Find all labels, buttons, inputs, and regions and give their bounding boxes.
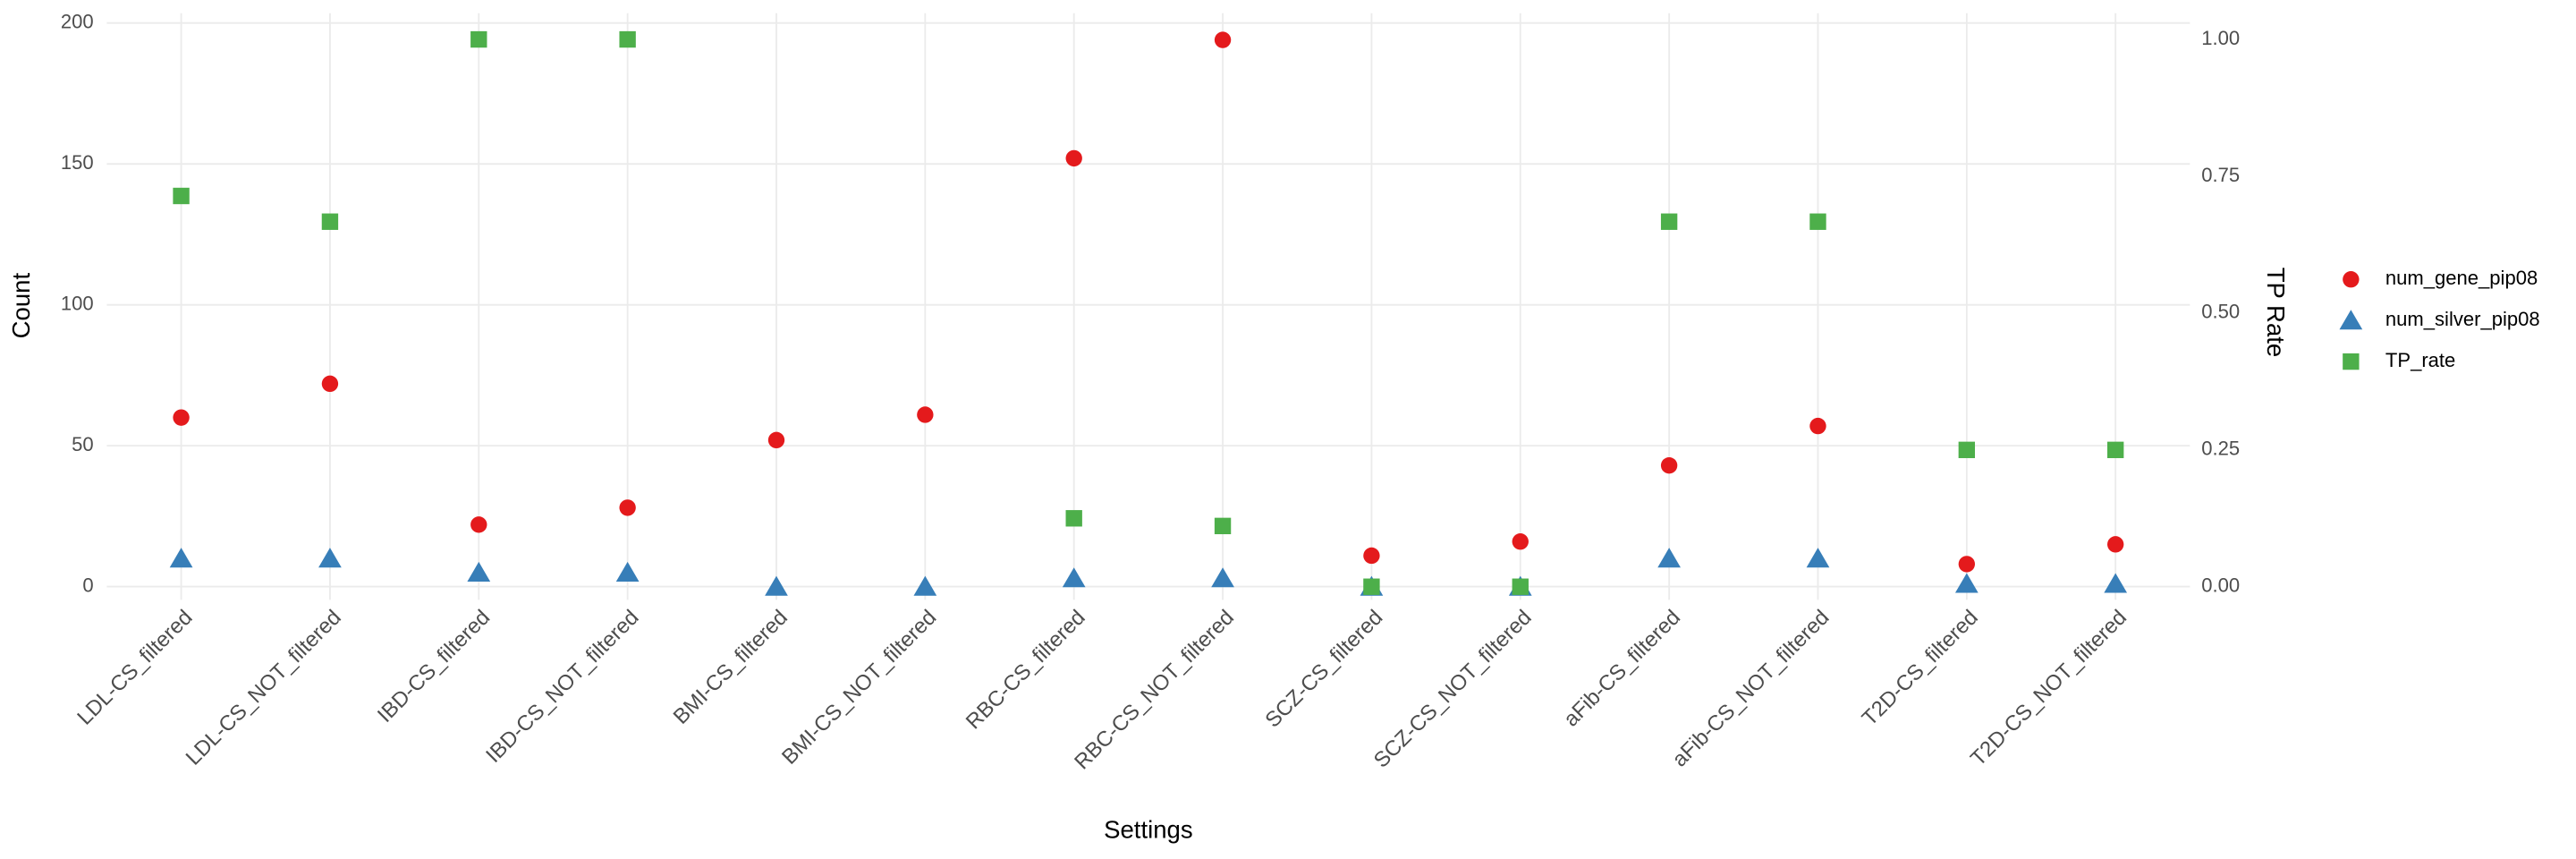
legend-label: TP_rate xyxy=(2385,349,2455,371)
y-tick-label: 0 xyxy=(82,574,93,596)
y-tick-label: 150 xyxy=(61,151,94,174)
point xyxy=(173,187,190,205)
x-tick-label: T2D-CS_filtered xyxy=(1858,606,1983,731)
legend-label: num_gene_pip08 xyxy=(2385,267,2538,289)
point xyxy=(1958,556,1976,573)
y2-tick-label: 1.00 xyxy=(2201,27,2240,49)
point xyxy=(1065,149,1082,167)
point xyxy=(1806,548,1830,568)
point xyxy=(1214,31,1232,48)
point xyxy=(470,30,487,48)
point xyxy=(169,548,193,568)
x-tick-label: aFib-CS_NOT_filtered xyxy=(1667,606,1834,772)
x-tick-label: IBD-CS_NOT_filtered xyxy=(481,606,643,768)
y2-tick-label: 0.25 xyxy=(2201,438,2240,460)
point xyxy=(1065,510,1082,527)
x-tick-label: SCZ-CS_NOT_filtered xyxy=(1369,606,1537,773)
point xyxy=(1214,517,1232,535)
point xyxy=(1660,456,1678,474)
y2-tick-label: 0.75 xyxy=(2201,164,2240,186)
point xyxy=(467,561,491,582)
point xyxy=(767,431,785,449)
x-tick-label: LDL-CS_filtered xyxy=(72,606,197,730)
legend-label: num_silver_pip08 xyxy=(2385,308,2540,330)
x-tick-label: aFib-CS_filtered xyxy=(1559,606,1685,732)
y2-tick-label: 0.50 xyxy=(2201,301,2240,323)
point xyxy=(2104,573,2128,593)
point xyxy=(1958,441,1976,458)
y-tick-label: 200 xyxy=(61,11,94,33)
x-tick-label: BMI-CS_filtered xyxy=(669,606,792,729)
point xyxy=(318,548,342,568)
point xyxy=(2107,536,2124,553)
point xyxy=(470,516,487,533)
point xyxy=(321,375,339,393)
x-tick-label: RBC-CS_NOT_filtered xyxy=(1070,606,1239,775)
point xyxy=(913,575,937,596)
point xyxy=(1211,567,1234,588)
y-tick-label: 100 xyxy=(61,292,94,314)
x-tick-label: IBD-CS_filtered xyxy=(373,606,495,727)
legend-symbol xyxy=(2343,271,2360,288)
y2-tick-label: 0.00 xyxy=(2201,574,2240,597)
point xyxy=(765,575,788,596)
point xyxy=(1062,567,1086,588)
x-tick-label: BMI-CS_NOT_filtered xyxy=(777,606,941,770)
y-axis-title: Count xyxy=(7,273,35,339)
point xyxy=(615,561,640,582)
point xyxy=(321,213,339,230)
point xyxy=(1954,573,1979,593)
x-axis-title: Settings xyxy=(1104,816,1193,844)
legend-symbol xyxy=(2339,310,2363,330)
point xyxy=(1363,578,1380,595)
point xyxy=(1512,533,1529,550)
point xyxy=(1657,548,1681,568)
point xyxy=(619,30,636,48)
legend-symbol xyxy=(2343,353,2360,370)
point xyxy=(1809,417,1826,435)
point xyxy=(1809,213,1826,230)
point xyxy=(619,499,636,516)
x-tick-label: RBC-CS_filtered xyxy=(962,606,1090,735)
x-tick-label: T2D-CS_NOT_filtered xyxy=(1966,606,2131,771)
x-tick-label: LDL-CS_NOT_filtered xyxy=(182,606,346,770)
point xyxy=(1512,578,1529,595)
point xyxy=(2107,441,2124,458)
y-tick-label: 50 xyxy=(72,433,94,455)
point xyxy=(173,409,190,426)
point xyxy=(1363,547,1380,565)
point xyxy=(1660,213,1678,230)
point xyxy=(917,406,934,423)
y2-axis-title: TP Rate xyxy=(2262,268,2290,358)
x-tick-label: SCZ-CS_filtered xyxy=(1260,606,1387,733)
